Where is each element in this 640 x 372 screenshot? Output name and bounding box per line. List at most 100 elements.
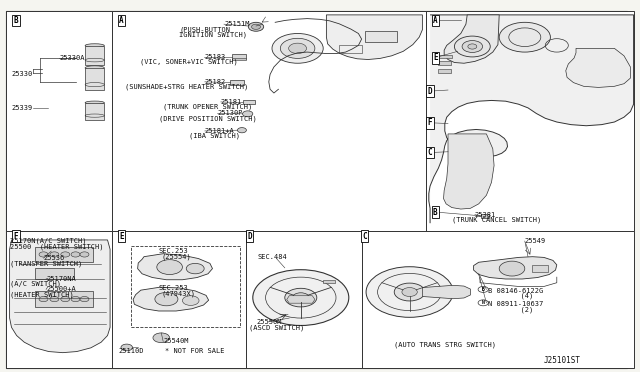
Bar <box>438 61 451 65</box>
Bar <box>35 291 93 307</box>
Text: B: B <box>433 208 438 217</box>
Text: 25550M: 25550M <box>256 319 282 325</box>
Text: B 08146-6122G: B 08146-6122G <box>488 288 543 294</box>
Circle shape <box>285 288 317 307</box>
Text: 25536: 25536 <box>44 255 65 261</box>
Text: 25549: 25549 <box>525 238 546 244</box>
Circle shape <box>478 300 488 306</box>
Circle shape <box>71 252 80 257</box>
Text: (TRUNK CANCEL SWITCH): (TRUNK CANCEL SWITCH) <box>452 216 541 223</box>
Circle shape <box>39 252 48 257</box>
Text: F: F <box>13 232 19 241</box>
Circle shape <box>462 41 483 52</box>
Circle shape <box>252 24 260 29</box>
Bar <box>232 54 246 59</box>
Text: A: A <box>119 16 124 25</box>
Circle shape <box>39 296 48 302</box>
Circle shape <box>468 44 477 49</box>
Text: 25540M: 25540M <box>163 339 189 344</box>
Text: (SUNSHADE+STRG HEATER SWITCH): (SUNSHADE+STRG HEATER SWITCH) <box>125 84 248 90</box>
Text: 25170NA: 25170NA <box>46 276 76 282</box>
Circle shape <box>155 292 178 306</box>
Text: 25500  (HEATER SWITCH): 25500 (HEATER SWITCH) <box>10 243 104 250</box>
Bar <box>35 268 74 279</box>
Text: (VIC, SONER+VIC SWITCH): (VIC, SONER+VIC SWITCH) <box>140 58 237 65</box>
Text: (TRANSFER SWITCH): (TRANSFER SWITCH) <box>10 260 83 267</box>
Text: 25339: 25339 <box>12 105 33 111</box>
Circle shape <box>402 288 417 296</box>
Text: N: N <box>482 300 484 305</box>
Text: (A/C SWITCH): (A/C SWITCH) <box>10 280 61 287</box>
Bar <box>323 280 335 283</box>
Circle shape <box>50 296 59 302</box>
Text: A: A <box>433 16 438 25</box>
Text: 25181: 25181 <box>221 99 242 105</box>
Bar <box>426 11 634 231</box>
Bar <box>362 231 634 368</box>
Ellipse shape <box>85 44 104 47</box>
Bar <box>230 80 244 85</box>
Circle shape <box>253 270 349 326</box>
Text: (HEATER SWITCH): (HEATER SWITCH) <box>10 291 74 298</box>
Circle shape <box>153 333 170 343</box>
Circle shape <box>289 43 307 54</box>
Bar <box>232 58 246 60</box>
Bar <box>438 69 451 73</box>
Text: E: E <box>433 53 438 62</box>
Circle shape <box>280 38 315 58</box>
Circle shape <box>499 261 525 276</box>
Text: N 08911-10637: N 08911-10637 <box>488 301 543 307</box>
Circle shape <box>499 22 550 52</box>
Polygon shape <box>326 15 422 60</box>
Text: 25170N(A/C SWITCH): 25170N(A/C SWITCH) <box>10 238 87 244</box>
Text: J25101ST: J25101ST <box>544 356 581 365</box>
Bar <box>439 55 452 58</box>
Text: 25130P: 25130P <box>218 110 243 116</box>
Text: (PUSH-BUTTON: (PUSH-BUTTON <box>179 27 230 33</box>
Text: (ASCD SWITCH): (ASCD SWITCH) <box>249 324 304 331</box>
Bar <box>35 247 93 262</box>
Circle shape <box>121 344 132 351</box>
Text: D: D <box>428 87 433 96</box>
Ellipse shape <box>85 101 104 104</box>
Bar <box>6 11 112 231</box>
Text: C: C <box>362 232 367 241</box>
Text: D: D <box>247 232 252 241</box>
Circle shape <box>454 36 490 57</box>
Polygon shape <box>474 257 557 279</box>
Text: * NOT FOR SALE: * NOT FOR SALE <box>165 348 225 354</box>
Circle shape <box>157 260 182 275</box>
Text: (TRUNK OPENER SWITCH): (TRUNK OPENER SWITCH) <box>163 103 252 110</box>
Text: 25151M: 25151M <box>224 21 250 27</box>
Text: (4): (4) <box>512 293 533 299</box>
Polygon shape <box>422 285 470 299</box>
Circle shape <box>394 283 425 301</box>
Text: SEC.253: SEC.253 <box>159 285 188 291</box>
Text: SEC.253: SEC.253 <box>159 248 188 254</box>
Text: 25330: 25330 <box>12 71 33 77</box>
Polygon shape <box>133 287 209 311</box>
Circle shape <box>50 252 59 257</box>
Bar <box>481 214 489 218</box>
Circle shape <box>237 128 246 133</box>
Text: 25183: 25183 <box>205 54 226 60</box>
Circle shape <box>248 22 264 31</box>
Bar <box>85 46 104 65</box>
Text: 25181+A: 25181+A <box>205 128 234 134</box>
Bar <box>112 231 246 368</box>
Text: 25381: 25381 <box>475 212 496 218</box>
Text: (2): (2) <box>512 306 533 313</box>
Circle shape <box>243 111 253 117</box>
Bar <box>246 231 362 368</box>
Polygon shape <box>444 15 499 63</box>
Text: E: E <box>119 232 124 241</box>
Text: 25330A: 25330A <box>60 55 85 61</box>
Text: (25554): (25554) <box>161 253 191 260</box>
Polygon shape <box>429 15 634 223</box>
Circle shape <box>61 296 70 302</box>
Circle shape <box>182 296 199 305</box>
Text: B: B <box>482 287 484 292</box>
Circle shape <box>71 296 80 302</box>
Bar <box>339 45 362 53</box>
Bar <box>365 31 397 42</box>
